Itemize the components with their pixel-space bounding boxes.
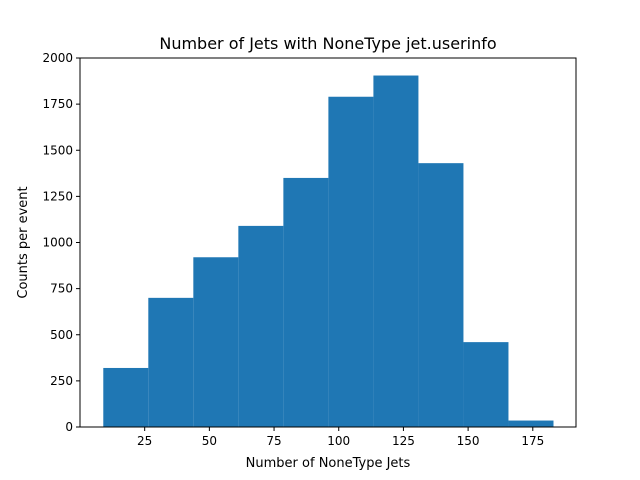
y-tick-label: 1000 [42,236,73,250]
x-tick-label: 125 [392,434,415,448]
x-tick-label: 75 [266,434,281,448]
y-tick-label: 1750 [42,97,73,111]
x-tick-label: 150 [457,434,480,448]
x-tick-label: 100 [327,434,350,448]
y-tick-label: 1500 [42,143,73,157]
histogram-bar [508,420,554,427]
bars-group [103,75,554,428]
y-tick-label: 500 [50,328,73,342]
y-tick-label: 250 [50,374,73,388]
histogram-bar [238,225,284,427]
x-tick-label: 50 [202,434,217,448]
histogram-bar [463,342,509,427]
y-tick-label: 1250 [42,189,73,203]
chart-title: Number of Jets with NoneType jet.userinf… [159,34,496,53]
histogram-bar [283,177,329,427]
histogram-bar [103,367,149,427]
x-axis-label: Number of NoneType Jets [246,456,411,471]
y-tick-label: 750 [50,282,73,296]
histogram-bar [328,96,374,428]
x-axis-ticks: 25 50 75 100 125 150 175 [137,427,544,448]
x-tick-label: 175 [521,434,544,448]
histogram-bar [373,75,419,427]
y-tick-label: 2000 [42,51,73,65]
y-axis-label: Counts per event [16,186,31,298]
histogram-bar [148,297,194,427]
y-axis-ticks: 0 250 500 750 1000 1250 1500 1750 2000 [42,51,80,434]
y-tick-label: 0 [65,420,73,434]
histogram-bar [193,257,239,427]
x-tick-label: 25 [137,434,152,448]
histogram-bar [418,163,464,428]
